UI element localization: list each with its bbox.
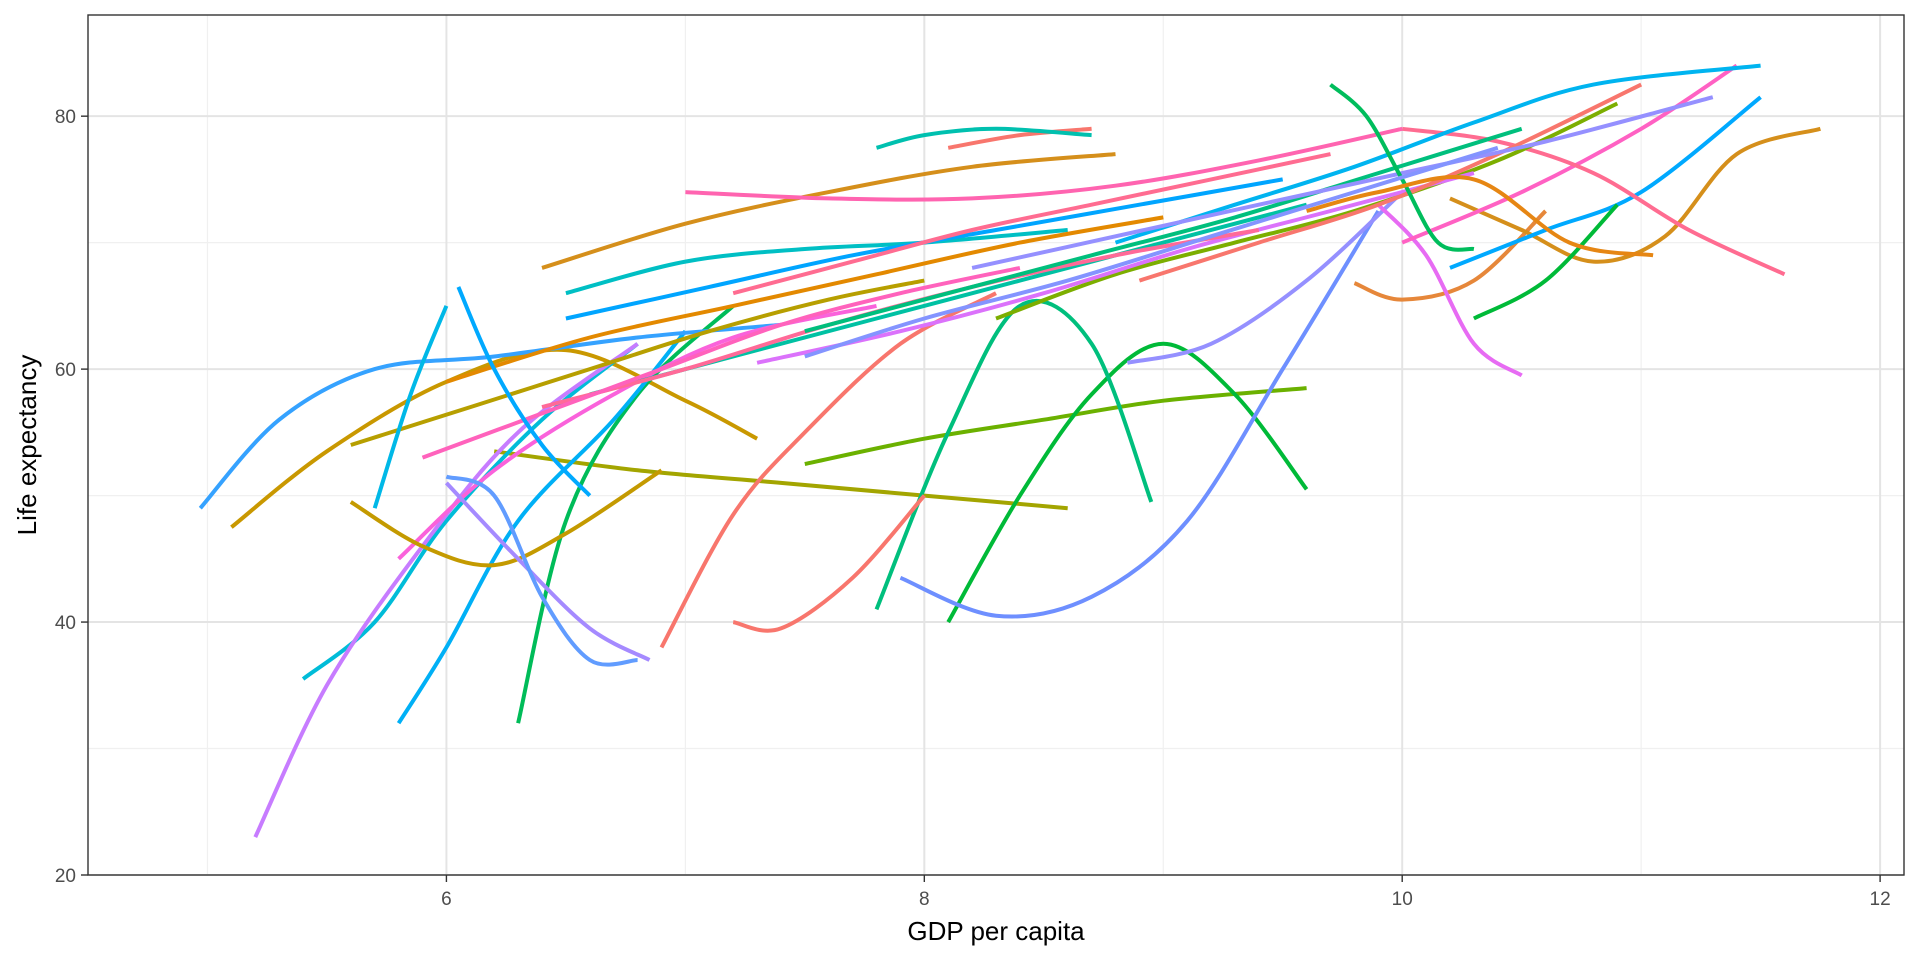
series-line	[456, 286, 592, 497]
y-tick-label: 80	[55, 107, 76, 128]
series-line	[946, 341, 1309, 624]
series-line	[875, 126, 1092, 150]
series-line	[372, 305, 449, 509]
series-line	[899, 209, 1381, 619]
series-line	[995, 101, 1619, 321]
series-line	[350, 278, 925, 447]
series-line	[732, 152, 1331, 296]
series-line	[516, 304, 735, 724]
x-tick-label: 10	[1392, 889, 1413, 910]
series-line	[198, 322, 782, 510]
series-line	[1126, 190, 1404, 365]
series-line	[421, 265, 1021, 460]
x-tick-label: 8	[919, 889, 930, 910]
panel-border	[87, 14, 1905, 876]
series-line	[444, 481, 651, 662]
y-tick-label: 60	[55, 360, 76, 381]
series-line	[756, 171, 1475, 365]
series-line	[541, 152, 1116, 270]
series-line	[1401, 63, 1738, 245]
axis-layer: 6 8 10 12 20 40 60 80	[55, 107, 1891, 910]
series-line	[947, 126, 1092, 150]
series-line	[685, 126, 1403, 202]
series-line	[1114, 63, 1761, 245]
series-line	[971, 95, 1714, 270]
series-line	[804, 145, 1499, 359]
y-axis-title: Life expectancy	[12, 355, 42, 536]
series-line	[230, 347, 759, 529]
series-line	[445, 474, 638, 667]
x-tick-label: 12	[1870, 889, 1891, 910]
series-line	[396, 329, 687, 725]
series-line	[493, 449, 1068, 511]
series-line	[804, 386, 1307, 466]
series-line	[732, 494, 926, 633]
series-line	[1472, 203, 1619, 321]
grid-layer	[88, 15, 1904, 876]
series-line	[1138, 82, 1643, 283]
y-tick-label: 40	[55, 613, 76, 634]
series-line	[659, 291, 997, 649]
series-line	[445, 215, 1164, 384]
series-line	[349, 468, 663, 568]
series-line	[1449, 95, 1762, 270]
series-line	[874, 299, 1154, 611]
series-line	[1401, 126, 1786, 277]
series-layer	[198, 63, 1821, 838]
y-tick-label: 20	[55, 866, 76, 887]
x-tick-label: 6	[441, 889, 452, 910]
series-line	[1376, 203, 1523, 378]
series-line	[565, 228, 1068, 296]
series-line	[1306, 175, 1654, 258]
x-axis-title: GDP per capita	[907, 916, 1085, 946]
